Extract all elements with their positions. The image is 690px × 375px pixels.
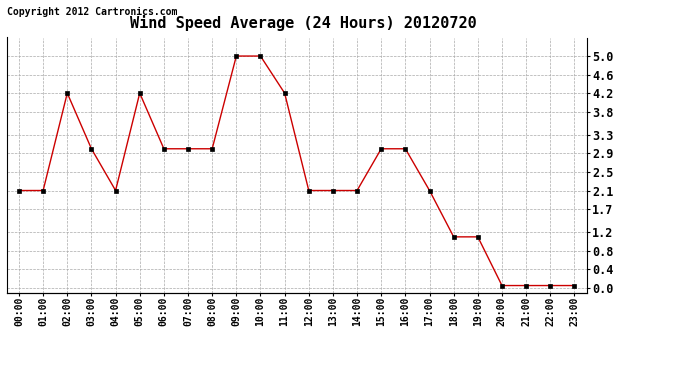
Text: Wind  (mph): Wind (mph): [520, 30, 584, 40]
Text: Copyright 2012 Cartronics.com: Copyright 2012 Cartronics.com: [7, 7, 177, 17]
Text: Wind Speed Average (24 Hours) 20120720: Wind Speed Average (24 Hours) 20120720: [130, 15, 477, 31]
